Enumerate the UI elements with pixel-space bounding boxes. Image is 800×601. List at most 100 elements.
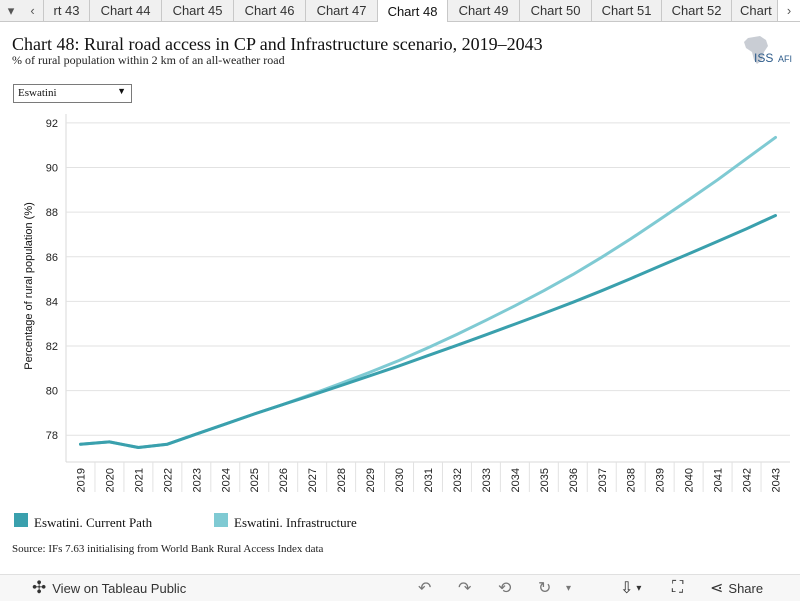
download-icon: ⇩ xyxy=(620,580,634,597)
undo-button[interactable]: ↶ xyxy=(418,575,431,601)
data-point-current-path[interactable] xyxy=(598,287,606,295)
data-point-current-path[interactable] xyxy=(105,438,113,446)
x-tick-label: 2042 xyxy=(742,468,754,492)
data-point-current-path[interactable] xyxy=(337,381,345,389)
country-filter-dropdown[interactable]: Eswatini ▼ xyxy=(13,84,132,103)
x-axis-ticks: 2019 2020 2021 2022 2023 2024 2025 2026 2027 2028… xyxy=(75,468,782,492)
revert-button[interactable]: ⟲ xyxy=(498,575,511,601)
data-point-current-path[interactable] xyxy=(395,362,403,370)
x-tick-label: 2039 xyxy=(655,468,667,492)
tableau-logo-icon: ✣ xyxy=(32,578,47,597)
data-point-infrastructure[interactable] xyxy=(772,133,780,141)
data-point-infrastructure[interactable] xyxy=(627,235,635,243)
tab-chart-48[interactable]: Chart 48 xyxy=(378,0,448,22)
data-point-infrastructure[interactable] xyxy=(569,271,577,279)
redo-icon: ↷ xyxy=(458,580,472,597)
x-tick-label: 2040 xyxy=(684,468,696,492)
x-tick-label: 2037 xyxy=(597,468,609,492)
x-tick-label: 2024 xyxy=(220,468,232,492)
tab-chart-45[interactable]: Chart 45 xyxy=(162,0,234,21)
data-point-current-path[interactable] xyxy=(163,440,171,448)
legend-label-infrastructure: Eswatini. Infrastructure xyxy=(234,515,357,530)
legend-label-current-path: Eswatini. Current Path xyxy=(34,515,153,530)
tab-chart-49[interactable]: Chart 49 xyxy=(448,0,520,21)
data-point-current-path[interactable] xyxy=(279,400,287,408)
tab-chart-52[interactable]: Chart 52 xyxy=(662,0,732,21)
tab-prev-arrow-icon[interactable]: ‹ xyxy=(22,0,44,21)
x-tick-label: 2035 xyxy=(539,468,551,492)
x-tick-label: 2031 xyxy=(423,468,435,492)
data-point-current-path[interactable] xyxy=(221,420,229,428)
data-point-current-path[interactable] xyxy=(134,444,142,452)
series-line-infrastructure[interactable] xyxy=(79,135,777,449)
gridlines xyxy=(65,114,790,492)
tab-strip: ▾ ‹ rt 43 Chart 44 Chart 45 Chart 46 Cha… xyxy=(0,0,800,22)
data-point-infrastructure[interactable] xyxy=(511,302,519,310)
data-point-current-path[interactable] xyxy=(192,430,200,438)
fullscreen-icon: ⛶ xyxy=(672,579,684,596)
share-label: Share xyxy=(728,580,764,596)
y-tick-label: 88 xyxy=(46,207,58,219)
chart-subtitle: % of rural population within 2 km of an … xyxy=(12,53,285,67)
data-point-current-path[interactable] xyxy=(714,237,722,245)
data-point-current-path[interactable] xyxy=(540,309,548,317)
pause-caret-icon: ▾ xyxy=(566,582,572,594)
y-tick-label: 80 xyxy=(46,386,58,398)
data-point-infrastructure[interactable] xyxy=(453,330,461,338)
refresh-button[interactable]: ↻ xyxy=(538,575,551,601)
data-point-current-path[interactable] xyxy=(511,320,519,328)
data-point-current-path[interactable] xyxy=(76,440,84,448)
data-point-infrastructure[interactable] xyxy=(540,287,548,295)
tab-chart-53[interactable]: Chart xyxy=(732,0,778,21)
pause-button[interactable]: ▾ xyxy=(566,575,571,601)
view-on-tableau-button[interactable]: ✣ View on Tableau Public xyxy=(32,575,186,601)
fullscreen-button[interactable]: ⛶ xyxy=(672,575,683,601)
line-chart: Percentage of rural population (%) 78 80 8… xyxy=(23,114,790,492)
data-point-infrastructure[interactable] xyxy=(685,196,693,204)
data-point-current-path[interactable] xyxy=(308,391,316,399)
data-point-current-path[interactable] xyxy=(772,212,780,220)
data-point-infrastructure[interactable] xyxy=(482,316,490,324)
data-point-infrastructure[interactable] xyxy=(714,176,722,184)
data-point-current-path[interactable] xyxy=(627,275,635,283)
data-point-current-path[interactable] xyxy=(250,410,258,418)
data-point-current-path[interactable] xyxy=(743,225,751,233)
share-icon: ⋖ xyxy=(710,580,724,597)
tab-chart-50[interactable]: Chart 50 xyxy=(520,0,592,21)
dropdown-selected-value: Eswatini xyxy=(18,87,57,99)
data-point-infrastructure[interactable] xyxy=(424,344,432,352)
tab-chart-44[interactable]: Chart 44 xyxy=(90,0,162,21)
data-point-current-path[interactable] xyxy=(424,352,432,360)
redo-button[interactable]: ↷ xyxy=(458,575,471,601)
x-tick-label: 2020 xyxy=(104,468,116,492)
x-tick-label: 2025 xyxy=(249,468,261,492)
legend-item-infrastructure[interactable]: Eswatini. Infrastructure xyxy=(214,511,357,531)
undo-icon: ↶ xyxy=(418,580,432,597)
data-point-infrastructure[interactable] xyxy=(656,216,664,224)
data-point-infrastructure[interactable] xyxy=(598,253,606,261)
tab-next-arrow-icon[interactable]: › xyxy=(778,0,800,21)
tab-chart-51[interactable]: Chart 51 xyxy=(592,0,662,21)
legend-item-current-path[interactable]: Eswatini. Current Path xyxy=(14,511,152,531)
data-point-current-path[interactable] xyxy=(366,372,374,380)
data-point-current-path[interactable] xyxy=(685,250,693,258)
data-point-current-path[interactable] xyxy=(453,341,461,349)
x-tick-label: 2029 xyxy=(365,468,377,492)
data-point-current-path[interactable] xyxy=(656,262,664,270)
data-point-current-path[interactable] xyxy=(569,298,577,306)
tab-chart-46[interactable]: Chart 46 xyxy=(234,0,306,21)
tab-scroll-left-icon[interactable]: ▾ xyxy=(0,0,22,21)
logo-text: ISS xyxy=(754,51,773,65)
iss-africa-logo: ISS AFI xyxy=(738,34,794,70)
series-line-current-path[interactable] xyxy=(79,214,777,449)
download-caret-icon: ▾ xyxy=(636,582,642,594)
data-point-current-path[interactable] xyxy=(482,331,490,339)
download-button[interactable]: ⇩ ▾ xyxy=(620,575,641,601)
tab-chart-47[interactable]: Chart 47 xyxy=(306,0,378,21)
share-button[interactable]: ⋖ Share xyxy=(710,575,763,601)
x-tick-label: 2032 xyxy=(452,468,464,492)
x-tick-label: 2033 xyxy=(481,468,493,492)
data-point-infrastructure[interactable] xyxy=(743,155,751,163)
tab-chart-43[interactable]: rt 43 xyxy=(44,0,90,21)
x-tick-label: 2036 xyxy=(568,468,580,492)
